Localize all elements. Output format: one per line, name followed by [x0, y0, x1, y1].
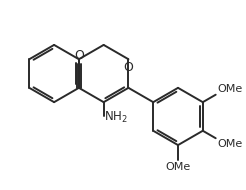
Text: O: O — [123, 61, 133, 74]
Text: NH$_2$: NH$_2$ — [104, 110, 127, 125]
Text: OMe: OMe — [165, 162, 191, 172]
Text: OMe: OMe — [218, 84, 243, 93]
Text: OMe: OMe — [218, 139, 243, 149]
Text: O: O — [74, 49, 84, 62]
